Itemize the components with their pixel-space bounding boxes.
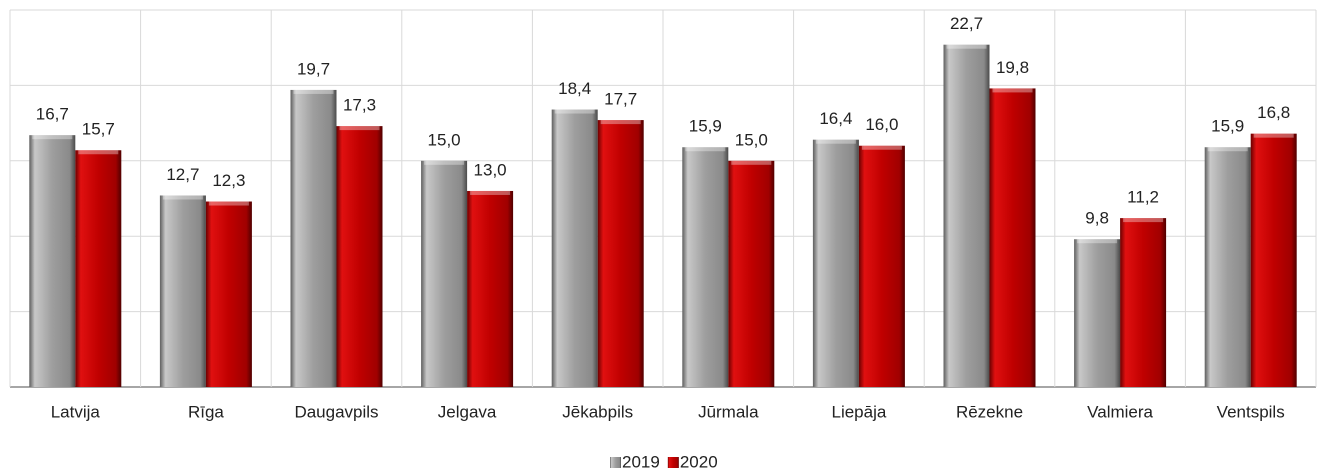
legend-label: 2019 — [622, 452, 660, 471]
x-tick-label: Liepāja — [831, 402, 886, 421]
x-tick-label: Jelgava — [438, 402, 497, 421]
data-label: 11,2 — [1127, 188, 1159, 207]
bar-bevel — [1207, 147, 1248, 152]
data-label: 16,7 — [36, 105, 69, 124]
bar — [336, 126, 383, 387]
x-tick-label: Jūrmala — [698, 402, 759, 421]
bar-bevel — [554, 109, 595, 114]
bar — [812, 139, 859, 387]
bar-bevel — [424, 160, 465, 165]
legend-label: 2020 — [680, 452, 718, 471]
data-label: 18,4 — [558, 79, 591, 98]
data-label: 19,8 — [996, 58, 1029, 77]
bar — [29, 135, 76, 387]
data-label: 19,7 — [297, 59, 330, 78]
data-label: 12,3 — [212, 171, 245, 190]
data-label: 16,8 — [1257, 103, 1290, 122]
x-tick-label: Rēzekne — [956, 402, 1023, 421]
x-tick-label: Latvija — [51, 402, 101, 421]
bar — [858, 145, 905, 387]
bar-bevel — [600, 120, 641, 125]
data-label: 15,0 — [735, 130, 768, 149]
bar — [1250, 133, 1297, 387]
data-label: 12,7 — [166, 165, 199, 184]
bar-bevel — [815, 139, 856, 144]
bar-bevel — [208, 201, 249, 206]
bar — [467, 190, 514, 387]
bar-bevel — [162, 195, 203, 200]
bar — [159, 195, 206, 387]
bar-bevel — [992, 88, 1033, 93]
bar — [1204, 147, 1251, 387]
bar — [943, 44, 990, 388]
data-label: 9,8 — [1085, 209, 1109, 228]
bar — [290, 89, 337, 387]
bar — [682, 147, 729, 387]
bar — [205, 201, 252, 387]
data-label: 15,0 — [428, 130, 461, 149]
data-label: 15,9 — [1211, 117, 1244, 136]
bar-bevel — [685, 147, 726, 152]
legend-swatch — [610, 457, 621, 468]
bar-bevel — [731, 160, 772, 165]
data-label: 17,7 — [604, 90, 637, 109]
data-label: 15,7 — [82, 120, 115, 139]
x-tick-label: Valmiera — [1087, 402, 1153, 421]
legend-swatch — [667, 457, 679, 468]
bar — [551, 109, 598, 387]
bar-bevel — [1253, 133, 1294, 138]
x-tick-label: Ventspils — [1217, 402, 1285, 421]
bar — [1074, 239, 1121, 387]
bar — [989, 88, 1036, 387]
bar-bevel — [470, 190, 511, 195]
data-label: 16,4 — [819, 109, 852, 128]
bar-bevel — [339, 126, 380, 131]
data-label: 13,0 — [474, 160, 507, 179]
bar-bevel — [861, 145, 902, 150]
data-label: 15,9 — [689, 117, 722, 136]
data-label: 22,7 — [950, 14, 983, 33]
data-label: 16,0 — [865, 115, 898, 134]
bar — [75, 150, 122, 387]
data-label: 17,3 — [343, 96, 376, 115]
bar-bevel — [78, 150, 119, 155]
bar-bevel — [946, 44, 987, 49]
bar-bevel — [293, 89, 334, 94]
x-tick-label: Jēkabpils — [562, 402, 633, 421]
bar-bevel — [1077, 239, 1118, 244]
bar-bevel — [32, 135, 73, 140]
bar — [597, 120, 644, 388]
x-tick-label: Daugavpils — [294, 402, 378, 421]
bar — [421, 160, 468, 387]
bar — [728, 160, 775, 387]
bar-bevel — [1123, 218, 1164, 223]
x-tick-label: Rīga — [188, 402, 224, 421]
bar — [1120, 218, 1167, 387]
